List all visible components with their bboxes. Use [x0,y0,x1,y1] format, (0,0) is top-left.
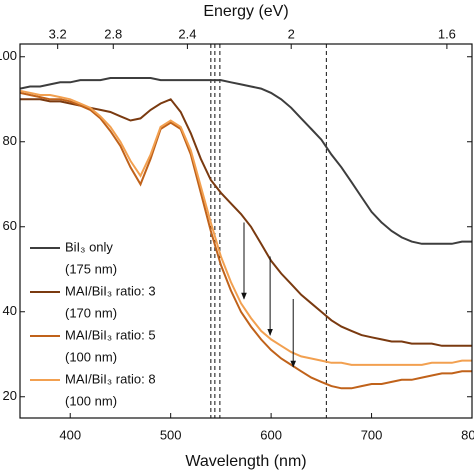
x-tick-label: 700 [361,427,383,442]
x-tick-label: 500 [160,427,182,442]
legend-label: MAI/BiI₃ ratio: 3 [65,283,156,298]
x-axis-title: Wavelength (nm) [185,453,306,470]
series-line [20,77,472,245]
x2-tick-label: 2 [288,26,295,41]
legend-note: (100 nm) [65,349,117,364]
legend-label: MAI/BiI₃ ratio: 8 [65,371,156,386]
y-tick-label: 60 [3,218,17,233]
x2-axis-title: Energy (eV) [203,3,288,20]
x-tick-label: 600 [260,427,282,442]
x2-tick-label: 1.6 [438,26,456,41]
series-line [20,91,472,390]
plot-frame [19,43,473,419]
x2-tick-label: 2.4 [178,26,196,41]
y-tick-label: 80 [3,133,17,148]
legend-note: (100 nm) [65,393,117,408]
legend-note: (175 nm) [65,261,117,276]
legend-note: (170 nm) [65,305,117,320]
legend-label: BiI₃ only [65,239,113,254]
y-tick-label: 20 [3,388,17,403]
x-tick-label: 400 [59,427,81,442]
y-tick-label: 40 [3,303,17,318]
legend-label: MAI/BiI₃ ratio: 5 [65,327,156,342]
x2-tick-label: 3.2 [49,26,67,41]
x-tick-label: 800 [461,427,474,442]
series-line [20,98,472,347]
y-tick-label: 100 [0,48,17,63]
x2-tick-label: 2.8 [104,26,122,41]
series-line [20,89,472,366]
